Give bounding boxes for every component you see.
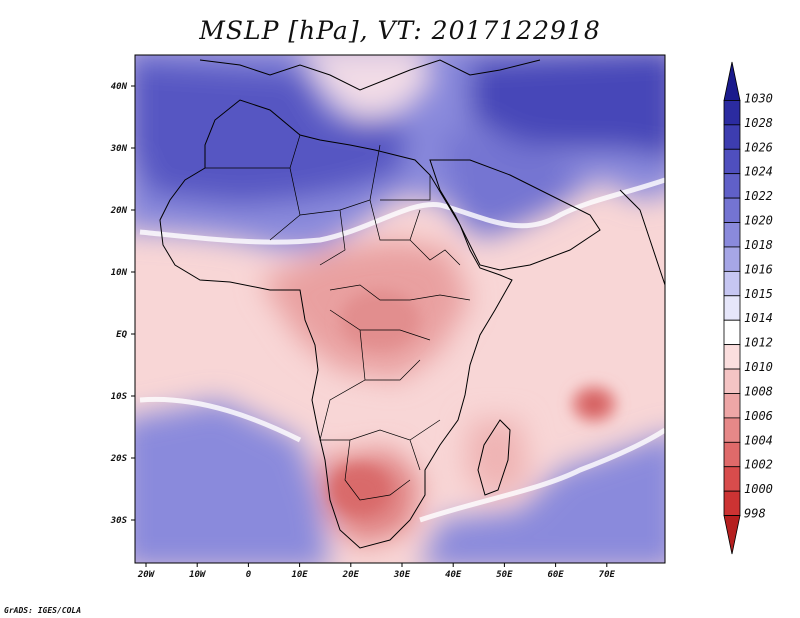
colorbar-label: 1022 (744, 189, 773, 203)
lat-tick-label: 30S (110, 516, 128, 526)
colorbar-label: 1004 (744, 433, 773, 447)
colorbar-label: 1015 (744, 287, 773, 301)
colorbar-label: 1030 (744, 91, 773, 105)
lon-tick-label: 40E (445, 570, 462, 580)
colorbar-label: 1002 (744, 458, 773, 472)
colorbar-cap-top (723, 61, 741, 101)
longitude-axis: 20W 10W 0 10E 20E 30E 40E 50E 60E 70E (137, 563, 616, 580)
colorbar-swatch (723, 319, 741, 346)
colorbar-swatch (723, 270, 741, 297)
lon-tick-label: 30E (393, 570, 411, 580)
low-core-congo (340, 290, 420, 350)
high-pressure-arabia (440, 130, 580, 230)
lon-tick-label: 20E (342, 570, 360, 580)
madagascar-coastline (477, 419, 511, 496)
colorbar-label: 1024 (744, 165, 773, 179)
coastlines (159, 59, 665, 549)
lat-tick-label: 10N (111, 268, 128, 278)
colorbar: 1030 1028 1026 1024 1022 1020 1018 1016 1015 1014… (723, 61, 773, 555)
colorbar-label: 1014 (744, 311, 773, 325)
colorbar-label: 1016 (744, 262, 773, 276)
colorbar-swatch (723, 344, 741, 370)
cyclone-core (586, 397, 602, 411)
colorbar-swatch (723, 417, 741, 443)
colorbar-swatch (723, 246, 741, 272)
lat-tick-label: EQ (116, 330, 127, 340)
pressure-field (135, 55, 665, 563)
lat-tick-label: 20N (110, 206, 128, 216)
lon-tick-label: 10W (189, 570, 207, 580)
contour-1014-south (139, 396, 665, 523)
country-borders (205, 134, 471, 501)
colorbar-label: 1012 (744, 336, 773, 350)
low-core-kalahari (330, 465, 390, 515)
africa-coastline (159, 99, 513, 549)
colorbar-swatch (723, 197, 741, 223)
border-lines (205, 134, 471, 501)
lon-tick-label: 10E (291, 570, 308, 580)
colorbar-swatch (723, 490, 741, 516)
colorbar-label: 998 (744, 507, 766, 521)
colorbar-swatch (723, 368, 741, 394)
lat-tick-label: 20S (110, 454, 128, 464)
high-pressure-core-east (470, 55, 665, 158)
colorbar-swatch (723, 124, 741, 150)
europe-coastline (199, 59, 541, 91)
colorbar-label: 1000 (744, 482, 773, 496)
colorbar-swatch (723, 393, 741, 419)
map-title: MSLP [hPa], VT: 2017122918 (199, 16, 601, 45)
lat-tick-label: 40N (111, 82, 128, 92)
colorbar-label: 1006 (744, 409, 773, 423)
colorbar-swatch (723, 295, 741, 321)
colorbar-label: 1026 (744, 140, 773, 154)
colorbar-label: 1028 (744, 116, 773, 130)
colorbar-label: 1020 (744, 214, 773, 228)
lon-tick-label: 60E (547, 570, 564, 580)
colorbar-swatch (723, 100, 741, 126)
lon-tick-label: 50E (496, 570, 513, 580)
lat-tick-label: 30N (110, 144, 128, 154)
colorbar-label: 1008 (744, 384, 773, 398)
lat-tick-label: 10S (111, 392, 128, 402)
lon-tick-label: 0 (246, 570, 252, 580)
colorbar-cap-bottom (723, 515, 741, 555)
colorbar-swatch (723, 173, 741, 199)
plot-frame (134, 54, 666, 564)
colorbar-swatch (723, 148, 741, 175)
lon-tick-label: 20W (137, 570, 156, 580)
high-pressure-south-atlantic (135, 400, 329, 563)
contour-1014-north (139, 177, 665, 245)
india-coastline (619, 189, 665, 286)
latitude-axis: 40N 30N 20N 10N EQ 10S 20S 30S (110, 82, 135, 526)
high-pressure-south-indian (422, 435, 665, 563)
colorbar-swatch (723, 222, 741, 248)
colorbar-label: 1010 (744, 360, 773, 374)
colorbar-swatch (723, 441, 741, 468)
colorbar-label: 1018 (744, 238, 773, 252)
credit-text: GrADS: IGES/COLA (4, 606, 82, 615)
arabia-coastline (429, 159, 601, 271)
colorbar-swatch (723, 466, 741, 492)
lon-tick-label: 70E (599, 570, 616, 580)
